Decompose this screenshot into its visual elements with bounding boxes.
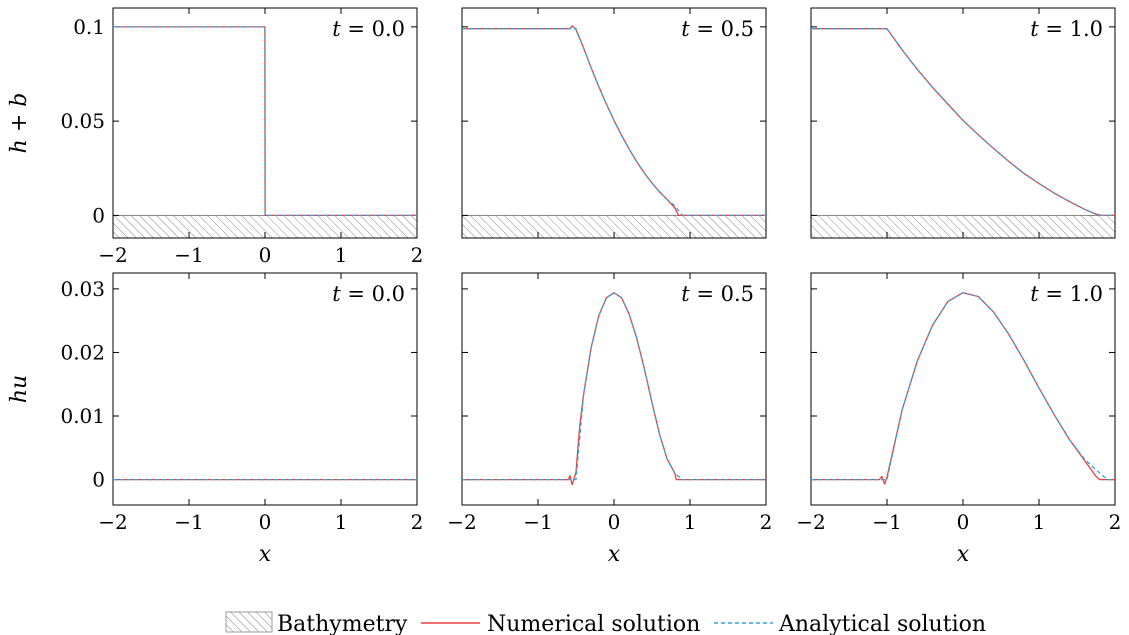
axes-frame (461, 7, 767, 239)
numerical-solution-line (811, 292, 1115, 485)
x-tick-label: 0 (957, 510, 970, 534)
x-tick-label: −1 (872, 510, 901, 534)
y-axis-title: hu (7, 375, 32, 403)
axes-frame (810, 7, 1116, 239)
legend-bathymetry-swatch (225, 611, 273, 633)
x-axis-title: x (957, 542, 970, 567)
legend: Bathymetry Numerical solution Analytical… (225, 611, 986, 635)
y-tick-label: 0.03 (60, 277, 105, 301)
panel-grid: −2 −1 0 1 2 0 0.05 0.1 t = 0.0 h + b t = 0.5 t = 1.… (7, 7, 1122, 567)
panel-bottom-3: −2 −1 0 1 2 t = 1.0 x (796, 272, 1122, 567)
x-tick-label: 0 (259, 510, 272, 534)
panel-bottom-2: −2 −1 0 1 2 t = 0.5 x (447, 272, 773, 567)
analytical-solution-line (462, 292, 766, 481)
x-tick-label: 0 (259, 243, 272, 267)
x-tick-label: 1 (335, 243, 348, 267)
axes-frame (112, 272, 418, 506)
x-tick-label: −2 (796, 510, 825, 534)
x-tick-label: 1 (335, 510, 348, 534)
x-tick-label: 0 (608, 510, 621, 534)
time-label: t = 1.0 (1030, 282, 1103, 306)
x-tick-label: 2 (411, 243, 424, 267)
x-tick-label: 2 (760, 510, 773, 534)
axes-frame (461, 272, 767, 506)
time-label: t = 0.5 (681, 17, 754, 41)
panel-top-2: t = 0.5 (461, 7, 767, 239)
numerical-solution-line (462, 25, 766, 217)
time-label: t = 0.5 (681, 282, 754, 306)
y-tick-label: 0.05 (60, 109, 105, 133)
x-tick-label: −1 (523, 510, 552, 534)
y-tick-label: 0 (92, 468, 105, 492)
analytical-solution-line (811, 28, 1115, 217)
x-tick-label: −2 (98, 243, 127, 267)
legend-bathymetry-label: Bathymetry (277, 612, 408, 635)
analytical-solution-line (811, 292, 1115, 481)
panel-top-1: −2 −1 0 1 2 0 0.05 0.1 t = 0.0 h + b (7, 7, 424, 267)
axes-frame (810, 272, 1116, 506)
y-tick-label: 0 (92, 203, 105, 227)
time-label: t = 0.0 (332, 17, 405, 41)
analytical-solution-line (113, 26, 417, 217)
numerical-solution-line (811, 28, 1115, 217)
y-tick-label: 0.01 (60, 404, 105, 428)
y-axis-title: h + b (7, 93, 32, 154)
legend-numerical-label: Numerical solution (487, 612, 700, 635)
x-axis-title: x (608, 542, 621, 567)
x-tick-label: −1 (174, 243, 203, 267)
analytical-solution-line (462, 28, 766, 217)
y-tick-label: 0.02 (60, 340, 105, 364)
x-tick-label: −2 (98, 510, 127, 534)
numerical-solution-line (462, 292, 766, 486)
panel-top-3: t = 1.0 (810, 7, 1116, 239)
x-tick-label: 1 (1033, 510, 1046, 534)
panel-bottom-1: −2 −1 0 1 2 0 0.01 0.02 0.03 t = 0.0 x hu (7, 272, 424, 567)
time-label: t = 1.0 (1030, 17, 1103, 41)
x-tick-label: 1 (684, 510, 697, 534)
x-tick-label: −2 (447, 510, 476, 534)
y-tick-label: 0.1 (73, 15, 105, 39)
x-tick-label: −1 (174, 510, 203, 534)
time-label: t = 0.0 (332, 282, 405, 306)
x-tick-label: 2 (1109, 510, 1122, 534)
x-tick-label: 2 (411, 510, 424, 534)
legend-analytical-label: Analytical solution (778, 612, 986, 635)
x-axis-title: x (259, 542, 272, 567)
